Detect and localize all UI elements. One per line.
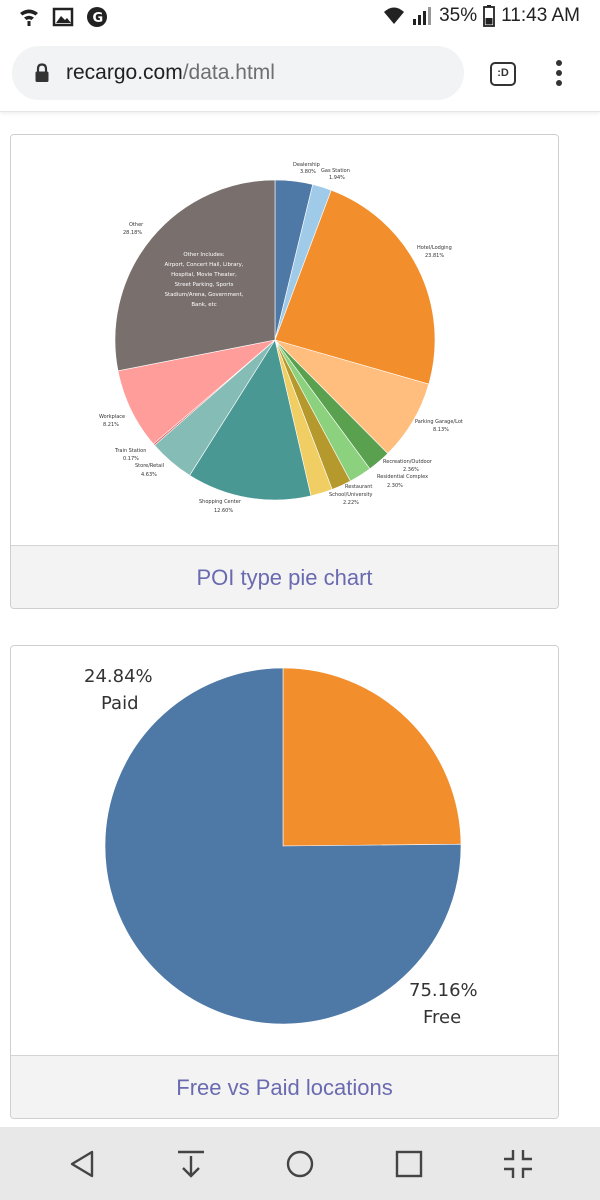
label-shopping-center: Shopping Center <box>199 499 242 505</box>
label-paid: Paid <box>101 693 139 714</box>
signal-icon <box>413 7 432 25</box>
free-vs-paid-pie-chart: 24.84% Paid 75.16% Free <box>84 666 478 1028</box>
label-parking-pct: 8.13% <box>433 427 449 433</box>
label-gas-station-pct: 1.94% <box>329 175 345 181</box>
label-shopping-center-pct: 12.60% <box>214 508 233 514</box>
notification-icon: G <box>87 7 107 27</box>
other-note-line: Hospital, Movie Theater, <box>171 272 237 278</box>
pie-slice-paid <box>282 667 462 847</box>
other-note-line: Stadium/Arena, Government, <box>165 292 244 298</box>
pie-slice-shopping-center <box>189 339 312 501</box>
recents-icon[interactable] <box>392 1147 426 1181</box>
label-workplace-pct: 8.21% <box>103 422 119 428</box>
download-icon[interactable] <box>174 1147 208 1181</box>
url-domain: recargo.com <box>66 61 183 84</box>
android-nav-bar <box>0 1127 600 1200</box>
svg-text:G: G <box>93 11 104 26</box>
collapse-icon[interactable] <box>501 1147 535 1181</box>
label-workplace: Workplace <box>99 414 125 420</box>
battery-percent: 35% <box>439 5 478 26</box>
poi-type-card: Dealership 3.80% Gas Station 1.94% Hotel… <box>10 134 559 609</box>
label-residential: Residential Complex <box>377 474 428 480</box>
overflow-menu-icon[interactable] <box>556 60 564 88</box>
label-parking: Parking Garage/Lot <box>415 419 463 425</box>
pie-slice-free <box>104 667 462 1025</box>
back-icon[interactable] <box>66 1147 100 1181</box>
poi-type-pie-chart: Dealership 3.80% Gas Station 1.94% Hotel… <box>99 162 463 514</box>
other-note-line: Airport, Concert Hall, Library, <box>164 262 243 268</box>
label-hotel: Hotel/Lodging <box>417 245 452 251</box>
label-paid-pct: 24.84% <box>84 666 153 687</box>
label-dealership: Dealership <box>293 162 320 168</box>
label-recreation-pct: 2.36% <box>403 467 419 473</box>
label-restaurant: Restaurant <box>345 484 372 490</box>
free-vs-paid-figure: 24.84% Paid 75.16% Free <box>11 646 558 1056</box>
label-free-pct: 75.16% <box>409 980 478 1001</box>
label-train-station-pct: 0.17% <box>123 456 139 462</box>
url-text[interactable]: recargo.com/data.html <box>66 61 275 85</box>
url-path: /data.html <box>182 61 275 84</box>
other-note: Other Includes: Airport, Concert Hall, L… <box>164 252 243 308</box>
poi-type-caption-link[interactable]: POI type pie chart <box>11 545 558 608</box>
pie-slice-hotel-lodging <box>274 189 436 385</box>
label-store-retail: Store/Retail <box>135 463 164 469</box>
label-gas-station: Gas Station <box>321 168 350 174</box>
label-store-retail-pct: 4.63% <box>141 472 157 478</box>
browser-toolbar: recargo.com/data.html :D <box>0 36 600 112</box>
wifi-icon <box>384 7 405 24</box>
other-note-line: Bank, etc <box>191 302 216 308</box>
label-hotel-pct: 23.81% <box>425 253 444 259</box>
lock-icon <box>35 63 49 82</box>
image-icon <box>52 7 74 27</box>
label-residential-pct: 2.30% <box>387 483 403 489</box>
clock: 11:43 AM <box>501 5 580 26</box>
tab-switcher-button[interactable]: :D <box>490 62 516 86</box>
other-note-line: Other Includes: <box>183 252 224 258</box>
battery-icon <box>483 5 496 27</box>
label-school-pct: 2.22% <box>343 500 359 506</box>
label-dealership-pct: 3.80% <box>300 169 316 175</box>
free-vs-paid-card: 24.84% Paid 75.16% Free Free vs Paid loc… <box>10 645 559 1119</box>
poi-type-figure: Dealership 3.80% Gas Station 1.94% Hotel… <box>11 135 558 545</box>
wifi-call-icon <box>20 9 38 26</box>
label-other: Other <box>129 222 144 228</box>
pie-slice-other <box>114 179 276 372</box>
free-vs-paid-caption-link[interactable]: Free vs Paid locations <box>11 1055 558 1118</box>
other-note-line: Street Parking, Sports <box>175 282 234 288</box>
status-bar: G 35% 11:43 AM <box>0 0 600 36</box>
label-other-pct: 28.18% <box>123 230 142 236</box>
address-bar[interactable]: recargo.com/data.html <box>12 46 464 100</box>
label-free: Free <box>423 1007 461 1028</box>
label-recreation: Recreation/Outdoor <box>383 459 433 465</box>
label-train-station: Train Station <box>114 448 146 454</box>
home-icon[interactable] <box>283 1147 317 1181</box>
label-school: School/University <box>329 492 373 498</box>
